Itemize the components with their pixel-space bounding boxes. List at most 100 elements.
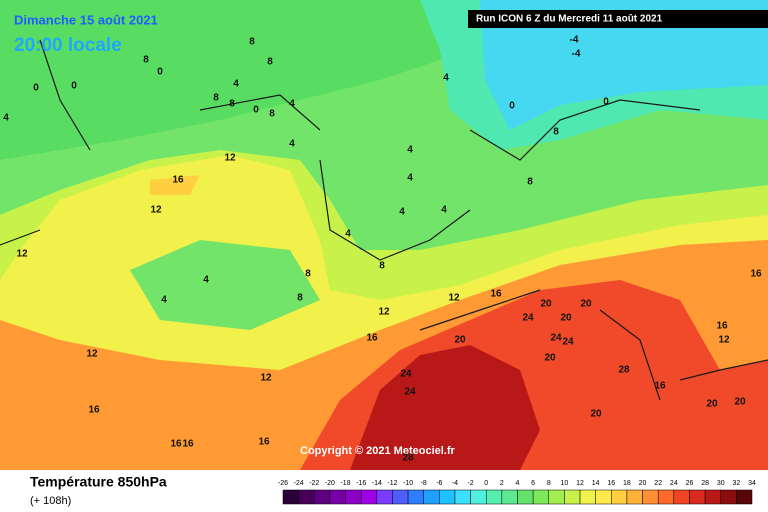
contour-label: 8: [269, 109, 275, 120]
region-cool-spot: [130, 240, 320, 330]
colorbar-tick-label: -14: [372, 480, 382, 487]
contour-label: 8: [267, 57, 273, 68]
contour-label: 24: [522, 313, 534, 324]
contour-label: 20: [706, 399, 718, 410]
contour-label: -4: [570, 35, 579, 46]
color-swatch: [548, 489, 565, 505]
colorbar-tick-label: 0: [484, 480, 488, 487]
contour-label: 28: [618, 365, 630, 376]
color-swatch: [329, 489, 346, 505]
contour-label: 24: [404, 387, 416, 398]
color-swatch: [282, 489, 299, 505]
run-label: Run ICON 6 Z du Mercredi 11 août 2021: [476, 14, 663, 25]
color-swatch: [736, 489, 753, 505]
color-swatch: [439, 489, 456, 505]
contour-label: 4: [161, 295, 167, 306]
contour-label: 20: [734, 397, 746, 408]
color-swatch: [454, 489, 471, 505]
contour-label: 8: [213, 93, 219, 104]
colorbar-tick-label: 16: [607, 480, 615, 487]
color-swatch: [657, 489, 675, 505]
contour-label: 20: [454, 335, 466, 346]
color-swatch: [345, 489, 362, 505]
contour-label: 4: [289, 99, 295, 110]
contour-label: 16: [170, 439, 182, 450]
colorbar-tick-label: 34: [748, 480, 756, 487]
color-swatch: [704, 489, 721, 505]
color-swatch: [626, 489, 643, 505]
contour-label: 24: [562, 337, 574, 348]
contour-label: 0: [509, 101, 515, 112]
colorbar-tick-label: 14: [592, 480, 600, 487]
contour-label: 0: [33, 83, 39, 94]
run-box: [468, 10, 768, 28]
colorbar-tick-label: -4: [452, 480, 458, 487]
color-swatch: [298, 489, 315, 505]
contour-label: 12: [260, 373, 272, 384]
contour-label: 16: [654, 381, 666, 392]
color-swatch: [501, 489, 518, 505]
colorbar-tick-label: 2: [500, 480, 504, 487]
contour-label: 20: [580, 299, 592, 310]
contour-label: 8: [297, 293, 303, 304]
contour-label: 0: [253, 105, 259, 116]
copyright: Copyright © 2021 Meteociel.fr: [300, 445, 456, 457]
map-time: 20:00 locale: [14, 35, 122, 56]
colorbar-tick-label: -10: [403, 480, 413, 487]
colorbar-tick-label: 24: [670, 480, 678, 487]
contour-label: 8: [143, 55, 149, 66]
contour-label: 4: [407, 145, 413, 156]
colorbar-tick-label: 8: [547, 480, 551, 487]
colorbar: -26 -24 -22 -20 -18 -16 -14 -12 -10 -8 -6 -4 -2 0 2 4 6 8…: [278, 480, 756, 505]
contour-label: 12: [378, 307, 390, 318]
contour-label: 4: [345, 229, 351, 240]
colorbar-tick-label: 10: [561, 480, 569, 487]
colorbar-tick-label: -24: [294, 480, 304, 487]
contour-label: -4: [572, 49, 581, 60]
contour-label: 8: [229, 99, 235, 110]
color-swatch: [360, 489, 378, 505]
contour-label: 4: [407, 173, 413, 184]
colorbar-tick-label: 22: [654, 480, 662, 487]
footer-subtitle: (+ 108h): [30, 495, 71, 507]
contour-label: 12: [150, 205, 162, 216]
colorbar-tick-label: -16: [356, 480, 366, 487]
colorbar-tick-label: -12: [387, 480, 397, 487]
color-swatch: [392, 489, 409, 505]
colorbar-tick-label: 12: [576, 480, 584, 487]
contour-label: 20: [544, 353, 556, 364]
contour-label: 16: [172, 175, 184, 186]
color-swatch: [564, 489, 581, 505]
contour-label: 24: [550, 333, 562, 344]
contour-label: 12: [86, 349, 98, 360]
contour-label: 4: [203, 275, 209, 286]
region-darkred: [350, 345, 540, 470]
color-swatch: [485, 489, 503, 505]
color-swatch: [579, 489, 596, 505]
color-swatch: [720, 489, 737, 505]
contour-label: 8: [249, 37, 255, 48]
colorbar-tick-label: 4: [516, 480, 520, 487]
contour-label: 28: [402, 453, 414, 464]
contour-label: 8: [379, 261, 385, 272]
color-swatch: [595, 489, 612, 505]
colorbar-tick-label: -6: [436, 480, 442, 487]
contour-label: 20: [540, 299, 552, 310]
contour-label: 16: [88, 405, 100, 416]
colorbar-tick-label: 20: [639, 480, 647, 487]
contour-label: 20: [560, 313, 572, 324]
contour-label: 12: [718, 335, 730, 346]
colorbar-tick-label: 30: [717, 480, 725, 487]
color-swatch: [407, 489, 424, 505]
colorbar-tick-label: 32: [732, 480, 740, 487]
contour-label: 12: [16, 249, 28, 260]
contour-label: 16: [258, 437, 270, 448]
contour-label: 16: [716, 321, 728, 332]
color-swatch: [673, 489, 690, 505]
contour-label: 8: [527, 177, 533, 188]
color-swatch: [611, 489, 628, 505]
contour-label: 12: [224, 153, 236, 164]
contour-label: 4: [3, 113, 9, 124]
map-date: Dimanche 15 août 2021: [14, 12, 158, 27]
